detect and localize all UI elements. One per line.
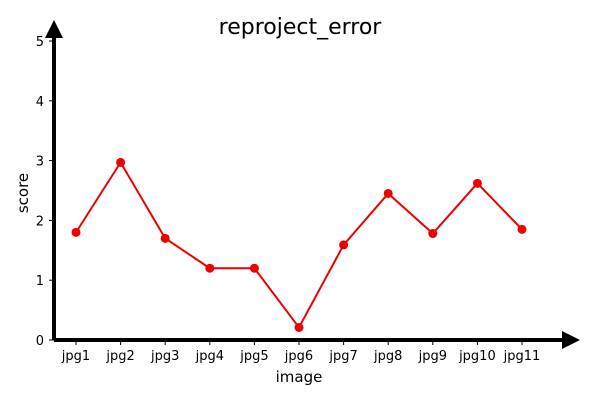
x-tick-label: jpg1 xyxy=(61,349,90,364)
x-tick-label: jpg7 xyxy=(328,349,357,364)
x-tick-label: jpg4 xyxy=(195,349,224,364)
data-point xyxy=(71,227,81,237)
x-axis-arrow xyxy=(562,331,580,349)
x-tick-label: jpg8 xyxy=(373,349,402,364)
axes xyxy=(45,20,580,349)
x-tick-label: jpg10 xyxy=(458,349,496,364)
data-point xyxy=(116,157,126,167)
y-tick-label: 5 xyxy=(36,35,44,50)
y-tick-label: 4 xyxy=(36,95,44,110)
x-tick-label: jpg2 xyxy=(105,349,134,364)
data-point xyxy=(339,240,349,250)
x-tick-label: jpg11 xyxy=(503,349,541,364)
data-point xyxy=(472,178,482,188)
data-point xyxy=(294,322,304,332)
x-tick-label: jpg9 xyxy=(418,349,447,364)
y-axis-arrow xyxy=(45,20,63,38)
y-axis-label: score xyxy=(14,173,32,213)
y-tick-label: 1 xyxy=(36,274,44,289)
data-point xyxy=(249,263,259,273)
x-tick-label: jpg6 xyxy=(284,349,313,364)
data-point xyxy=(160,233,170,243)
x-tick-label: jpg3 xyxy=(150,349,179,364)
series-line xyxy=(75,161,523,329)
data-point xyxy=(428,229,438,239)
y-tick-label: 2 xyxy=(36,214,44,229)
data-point xyxy=(205,263,215,273)
y-tick-label: 0 xyxy=(36,334,44,349)
y-tick-label: 3 xyxy=(36,155,44,170)
data-point xyxy=(383,188,393,198)
x-axis-label: image xyxy=(276,368,323,386)
data-point xyxy=(517,224,527,234)
ticks: 0 1 2 3 4 5 jpg1 jpg2 jpg3 jpg4 jpg5 jpg6 jpg7 jpg8 jp… xyxy=(36,35,541,364)
chart-title: reproject_error xyxy=(219,15,383,40)
series-layer xyxy=(71,157,527,332)
x-tick-label: jpg5 xyxy=(239,349,268,364)
